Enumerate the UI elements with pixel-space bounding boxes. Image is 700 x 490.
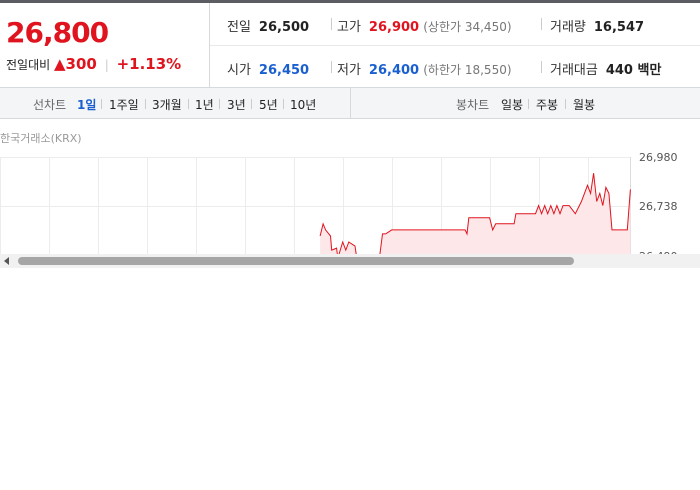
tab-1-year[interactable]: 1년 [195,98,214,112]
stock-quote-header: 26,800 전일대비 ▲300 | +1.13% 전일 26,500 고가 26,… [0,0,700,88]
tab-divider [565,99,566,109]
tab-divider [251,99,252,109]
volume-cell: 거래량 16,547 [550,16,644,35]
divider [331,61,332,73]
divider [541,61,542,73]
price-area [320,173,631,255]
tab-monthly-candle[interactable]: 월봉 [573,98,596,112]
change-rate: +1.13% [116,55,182,73]
low-label: 저가 [337,63,361,78]
upper-limit: (상한가 34,450) [423,20,512,34]
tab-divider [145,99,146,109]
line-chart-label: 선차트 [33,98,67,112]
open-cell: 시가 26,450 [227,59,309,78]
amount-cell: 거래대금 440 백만 [550,59,661,78]
high-label: 고가 [337,20,361,35]
high-value: 26,900 [368,20,420,35]
change-divider: | [104,58,109,72]
y-tick-label: 26,980 [639,151,678,164]
tab-3-years[interactable]: 3년 [227,98,246,112]
tab-divider [219,99,220,109]
candle-chart-label: 봉차트 [456,98,490,112]
tab-10-years[interactable]: 10년 [290,98,317,112]
low-cell: 저가 26,400 (하한가 18,550) [337,59,512,78]
amount-value: 440 백만 [605,63,662,78]
info-row-1: 전일 26,500 고가 26,900 (상한가 34,450) 거래량 16,547 [210,3,700,46]
tabs-divider [350,88,351,119]
intraday-price-chart: 26,980 26,738 26,490 [0,151,678,255]
change-label: 전일대비 [6,58,51,72]
tab-divider [283,99,284,109]
tab-divider [188,99,189,109]
tab-daily-candle[interactable]: 일봉 [501,98,524,112]
scrollbar-thumb[interactable] [18,257,574,265]
prev-close-label: 전일 [227,20,251,35]
open-label: 시가 [227,63,251,78]
chart-period-tabs: 선차트 1일 1주일 3개월 1년 3년 5년 10년 봉차트 일봉 주봉 월봉 [0,88,700,119]
volume-value: 16,547 [593,20,645,35]
high-cell: 고가 26,900 (상한가 34,450) [337,16,512,35]
scroll-left-arrow-icon[interactable] [4,257,9,265]
volume-label: 거래량 [550,20,586,35]
price-change: 전일대비 ▲300 | +1.13% [6,55,181,73]
y-tick-label: 26,738 [639,200,678,213]
current-price: 26,800 [6,16,109,49]
price-box: 26,800 전일대비 ▲300 | +1.13% [0,3,210,88]
divider [331,18,332,30]
data-source: 한국거래소(KRX) [0,132,82,145]
prev-close-cell: 전일 26,500 [227,16,309,35]
price-line [319,173,631,255]
lower-limit: (하한가 18,550) [423,63,512,77]
change-value: 300 [65,55,97,73]
tab-5-years[interactable]: 5년 [259,98,278,112]
open-value: 26,450 [258,63,310,78]
chart-scrollbar[interactable] [0,254,700,268]
up-arrow-icon: ▲ [54,55,66,73]
tab-divider [101,99,102,109]
tab-weekly-candle[interactable]: 주봉 [536,98,559,112]
tab-divider [528,99,529,109]
tab-3-months[interactable]: 3개월 [152,98,182,112]
tab-1-week[interactable]: 1주일 [109,98,139,112]
quote-info-table: 전일 26,500 고가 26,900 (상한가 34,450) 거래량 16,547… [210,3,700,88]
y-tick-label: 26,490 [639,250,678,255]
divider [541,18,542,30]
low-value: 26,400 [368,63,420,78]
info-row-2: 시가 26,450 저가 26,400 (하한가 18,550) 거래대금 440 백… [210,46,700,88]
amount-label: 거래대금 [550,63,598,78]
prev-close-value: 26,500 [258,20,310,35]
tab-1-day[interactable]: 1일 [77,98,97,112]
